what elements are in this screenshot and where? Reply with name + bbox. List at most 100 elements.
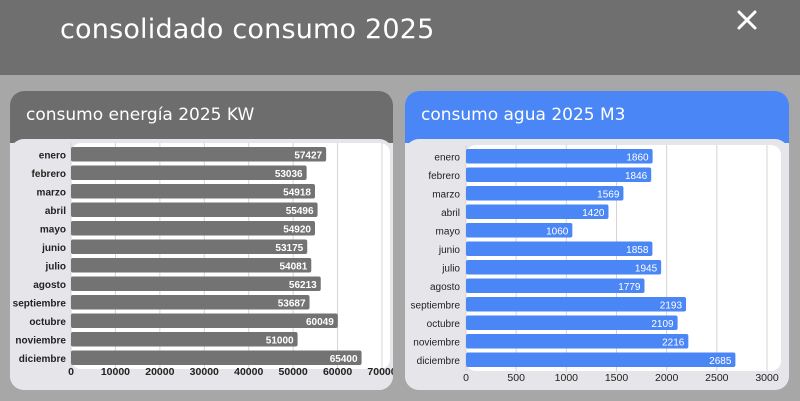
category-label: diciembre bbox=[19, 354, 67, 365]
category-label: julio bbox=[441, 263, 460, 274]
x-tick-label: 0 bbox=[68, 366, 74, 378]
x-tick-label: 2000 bbox=[655, 372, 679, 384]
energy-chart-card: consumo energía 2025 KW enero 57427 febrer… bbox=[10, 91, 393, 390]
category-label: octubre bbox=[427, 319, 461, 330]
category-label: diciembre bbox=[417, 356, 461, 367]
category-label: mayo bbox=[436, 226, 461, 237]
value-label: 54081 bbox=[279, 261, 307, 272]
bar-junio bbox=[466, 241, 653, 256]
value-label: 2109 bbox=[651, 319, 674, 330]
category-label: enero bbox=[434, 152, 460, 163]
value-label: 53036 bbox=[275, 169, 303, 180]
value-label: 60049 bbox=[306, 317, 334, 328]
water-chart: enero 1860 febrero 1846 marzo 1569 abril 1420 ma… bbox=[411, 145, 781, 384]
value-label: 57427 bbox=[294, 150, 322, 161]
bar-noviembre bbox=[466, 334, 689, 349]
x-tick-label: 3000 bbox=[755, 372, 779, 384]
x-tick-label: 70000 bbox=[367, 366, 393, 378]
bar-julio bbox=[71, 258, 312, 273]
bar-julio bbox=[466, 260, 662, 275]
bar-mayo bbox=[466, 223, 573, 238]
bar-marzo bbox=[466, 186, 624, 201]
x-tick-label: 60000 bbox=[323, 366, 352, 378]
value-label: 54918 bbox=[283, 187, 311, 198]
bar-octubre bbox=[466, 315, 678, 330]
bar-mayo bbox=[71, 221, 316, 236]
x-tick-label: 2500 bbox=[705, 372, 729, 384]
category-label: septiembre bbox=[13, 298, 67, 309]
close-icon[interactable] bbox=[732, 5, 762, 35]
value-label: 1420 bbox=[582, 208, 605, 219]
category-label: febrero bbox=[32, 169, 66, 180]
bar-junio bbox=[71, 239, 308, 254]
x-tick-label: 1000 bbox=[555, 372, 579, 384]
value-label: 54920 bbox=[283, 224, 311, 235]
bar-octubre bbox=[71, 313, 338, 328]
x-tick-label: 0 bbox=[463, 372, 469, 384]
water-chart-card: consumo agua 2025 M3 enero 1860 febrero 184… bbox=[405, 91, 789, 390]
bar-septiembre bbox=[466, 297, 687, 312]
category-label: julio bbox=[44, 261, 66, 272]
header-bar: consolidado consumo 2025 bbox=[0, 0, 800, 75]
category-label: octubre bbox=[29, 317, 66, 328]
x-tick-label: 500 bbox=[507, 372, 525, 384]
bar-enero bbox=[466, 149, 653, 164]
energy-chart-body: enero 57427 febrero 53036 marzo 54918 abril 554… bbox=[10, 139, 393, 390]
value-label: 1779 bbox=[618, 282, 641, 293]
category-label: marzo bbox=[37, 187, 66, 198]
water-chart-title: consumo agua 2025 M3 bbox=[421, 105, 626, 125]
category-label: marzo bbox=[432, 189, 460, 200]
value-label: 1569 bbox=[597, 189, 620, 200]
category-label: junio bbox=[41, 243, 66, 254]
x-tick-label: 10000 bbox=[101, 366, 130, 378]
bar-enero bbox=[71, 147, 327, 162]
value-label: 65400 bbox=[330, 354, 358, 365]
bar-marzo bbox=[71, 184, 315, 199]
x-tick-label: 40000 bbox=[234, 366, 263, 378]
x-tick-label: 30000 bbox=[190, 366, 219, 378]
value-label: 2193 bbox=[660, 300, 683, 311]
category-label: mayo bbox=[40, 224, 66, 235]
value-label: 53175 bbox=[275, 243, 303, 254]
bar-abril bbox=[71, 202, 318, 217]
page-title: consolidado consumo 2025 bbox=[60, 14, 435, 45]
x-tick-label: 20000 bbox=[145, 366, 174, 378]
bar-agosto bbox=[466, 278, 645, 293]
category-label: abril bbox=[441, 208, 460, 219]
water-chart-header: consumo agua 2025 M3 bbox=[405, 91, 789, 143]
category-label: septiembre bbox=[411, 300, 461, 311]
value-label: 51000 bbox=[266, 335, 294, 346]
value-label: 1060 bbox=[546, 226, 569, 237]
category-label: noviembre bbox=[15, 335, 66, 346]
bar-agosto bbox=[71, 276, 321, 291]
category-label: agosto bbox=[430, 282, 460, 293]
category-label: enero bbox=[39, 150, 66, 161]
bar-noviembre bbox=[71, 332, 298, 347]
category-label: agosto bbox=[33, 280, 66, 291]
plot-area bbox=[466, 145, 781, 371]
value-label: 2216 bbox=[662, 337, 685, 348]
value-label: 53687 bbox=[278, 298, 306, 309]
value-label: 55496 bbox=[286, 206, 314, 217]
value-label: 1860 bbox=[626, 152, 649, 163]
water-chart-body: enero 1860 febrero 1846 marzo 1569 abril 1420 ma… bbox=[405, 139, 789, 390]
category-label: abril bbox=[45, 206, 66, 217]
bar-diciembre bbox=[466, 352, 736, 367]
value-label: 2685 bbox=[709, 356, 732, 367]
category-label: febrero bbox=[428, 171, 460, 182]
bar-septiembre bbox=[71, 295, 310, 310]
category-label: junio bbox=[438, 245, 461, 256]
value-label: 1945 bbox=[635, 263, 658, 274]
value-label: 56213 bbox=[289, 280, 317, 291]
bar-diciembre bbox=[71, 350, 362, 365]
category-label: noviembre bbox=[413, 337, 460, 348]
bar-abril bbox=[466, 204, 609, 219]
energy-chart: enero 57427 febrero 53036 marzo 54918 abril 554… bbox=[13, 143, 393, 378]
bar-febrero bbox=[466, 167, 652, 182]
value-label: 1858 bbox=[626, 245, 649, 256]
value-label: 1846 bbox=[625, 171, 648, 182]
x-tick-label: 1500 bbox=[605, 372, 629, 384]
x-tick-label: 50000 bbox=[279, 366, 308, 378]
plot-area bbox=[71, 143, 390, 369]
energy-chart-header: consumo energía 2025 KW bbox=[10, 91, 393, 143]
